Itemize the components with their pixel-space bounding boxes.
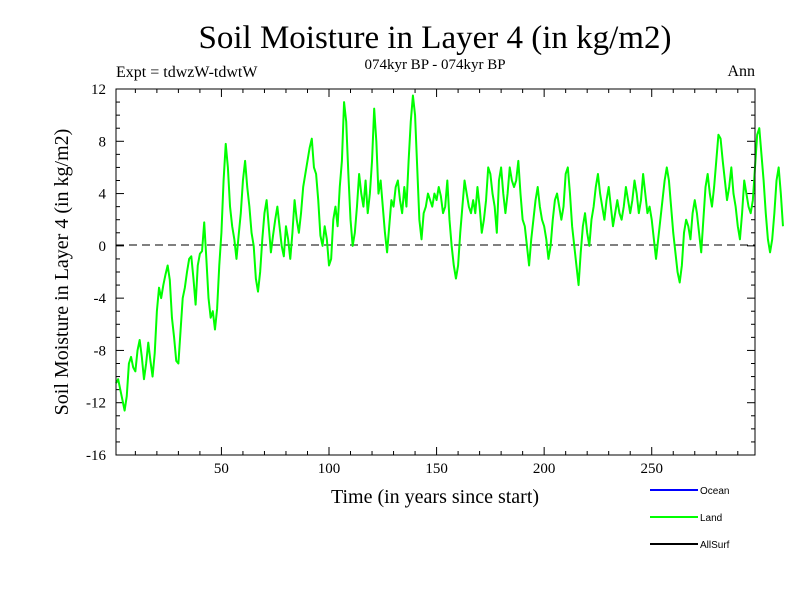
y-tick-label: -4 [94, 291, 107, 307]
chart-subtitle: 074kyr BP - 074kyr BP [364, 57, 505, 73]
y-tick-label: -16 [86, 448, 106, 464]
y-tick-label: -12 [86, 396, 106, 412]
period-label: Ann [727, 63, 755, 80]
legend-label-land: Land [700, 513, 722, 524]
legend-label-ocean: Ocean [700, 486, 729, 497]
x-tick-label: 150 [425, 461, 448, 477]
x-tick-label: 100 [318, 461, 341, 477]
x-tick-label: 50 [214, 461, 229, 477]
x-axis-ticks: 50 100 150 200 250 [134, 89, 739, 477]
series-group [115, 94, 784, 412]
x-tick-label: 250 [640, 461, 663, 477]
y-tick-label: 0 [99, 239, 107, 255]
y-tick-label: 8 [99, 134, 107, 150]
experiment-label: Expt = tdwzW-tdwtW [116, 64, 258, 81]
y-tick-label: -8 [94, 343, 107, 359]
x-axis-label: Time (in years since start) [331, 486, 539, 508]
y-axis-label: Soil Moisture in Layer 4 (in kg/m2) [51, 129, 73, 416]
plot-frame [115, 88, 756, 456]
chart-title: Soil Moisture in Layer 4 (in kg/m2) [199, 20, 672, 56]
x-tick-label: 200 [533, 461, 556, 477]
legend-label-allsurf: AllSurf [700, 540, 730, 551]
legend: Ocean Land AllSurf [650, 486, 730, 551]
y-tick-label: 4 [99, 187, 107, 203]
series-line-land [115, 94, 784, 412]
y-tick-label: 12 [91, 82, 106, 98]
